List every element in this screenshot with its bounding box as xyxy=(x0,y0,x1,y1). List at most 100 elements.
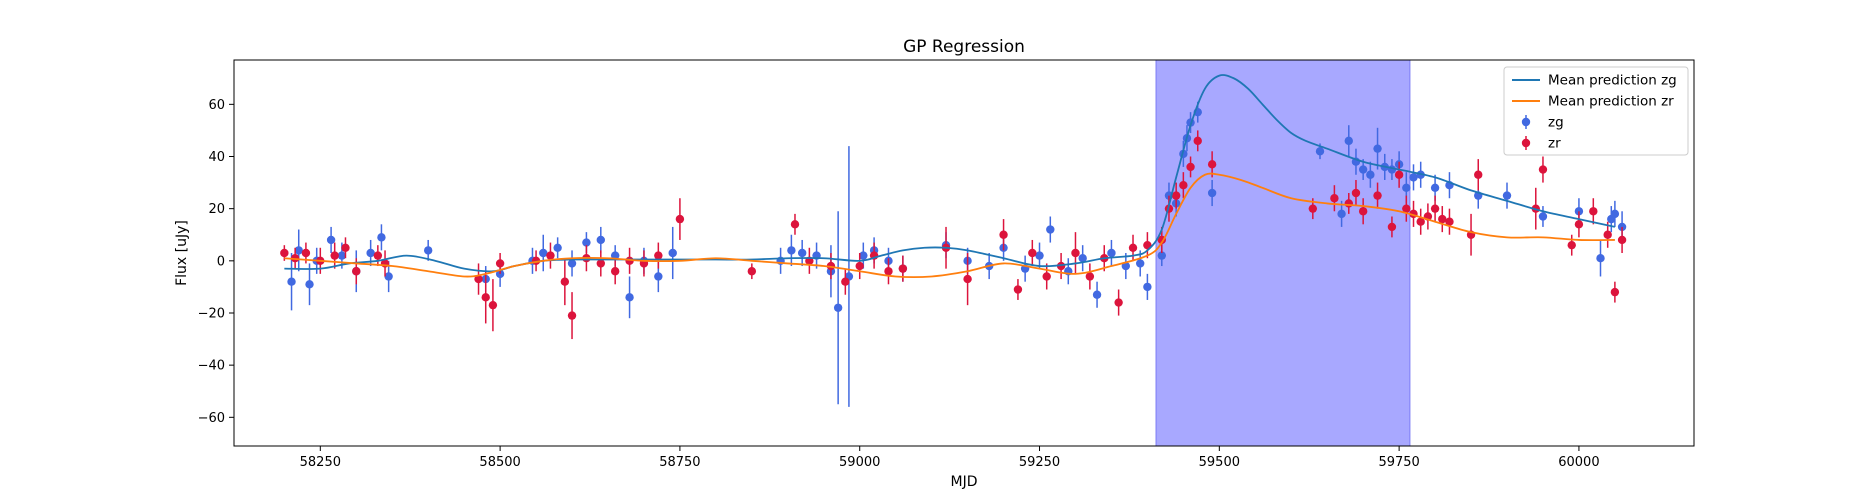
data-point-zr xyxy=(1351,188,1361,198)
data-point-zg xyxy=(567,259,577,268)
data-point-zg xyxy=(1207,188,1217,198)
legend-label: Mean prediction zg xyxy=(1548,73,1677,89)
data-point-zr xyxy=(841,277,850,286)
data-point-zr xyxy=(1416,217,1425,226)
data-point-zg xyxy=(1157,251,1166,260)
data-point-zr xyxy=(1085,272,1095,281)
data-layer xyxy=(280,74,1627,407)
data-point-zr xyxy=(747,267,757,276)
x-tick-label: 58500 xyxy=(479,455,520,470)
data-point-zr xyxy=(1308,204,1318,213)
data-point-zg xyxy=(1402,183,1411,192)
x-tick-label: 59500 xyxy=(1199,455,1240,470)
data-point-zg xyxy=(1358,165,1368,174)
data-point-zr xyxy=(1128,243,1138,252)
data-point-zr xyxy=(1474,170,1483,179)
x-tick-label: 58250 xyxy=(300,455,341,470)
data-point-zr xyxy=(1394,170,1404,179)
data-point-zg xyxy=(1373,144,1382,153)
y-tick-label: −20 xyxy=(198,306,225,321)
data-point-zg xyxy=(582,238,591,247)
data-point-zg xyxy=(294,246,303,255)
data-point-zg xyxy=(377,233,386,242)
data-point-zr xyxy=(567,311,577,320)
data-point-zg xyxy=(1092,290,1102,299)
chart-title: GP Regression xyxy=(903,37,1025,57)
data-point-zr xyxy=(884,267,893,276)
data-point-zr xyxy=(560,277,570,286)
data-point-zg xyxy=(337,251,347,260)
data-point-zr xyxy=(1193,136,1202,146)
data-point-zr xyxy=(474,274,483,284)
y-tick-label: 60 xyxy=(208,98,225,113)
line-Mean-prediction-zr xyxy=(284,172,1615,279)
data-point-zg xyxy=(1143,282,1152,292)
data-point-zr xyxy=(1179,180,1188,190)
data-point-zr xyxy=(495,259,505,268)
data-point-zg xyxy=(1610,209,1620,219)
data-point-zr xyxy=(1114,298,1123,307)
data-point-zg xyxy=(553,243,562,252)
data-point-zr xyxy=(855,261,864,271)
data-point-zg xyxy=(625,293,634,302)
data-point-zg xyxy=(1107,248,1116,258)
y-tick-label: 20 xyxy=(208,202,225,217)
data-point-zr xyxy=(1186,162,1195,172)
data-point-zg xyxy=(859,251,868,260)
x-tick-label: 59000 xyxy=(839,455,880,470)
data-point-zg xyxy=(1046,225,1055,234)
data-point-zr xyxy=(1402,204,1411,213)
data-point-zr xyxy=(1028,248,1037,258)
data-point-zr xyxy=(1042,272,1051,281)
legend-label: zr xyxy=(1548,136,1561,152)
y-axis-label: Flux [uJy] xyxy=(174,220,190,286)
data-point-zg xyxy=(1035,251,1044,260)
legend-label: Mean prediction zr xyxy=(1548,94,1674,110)
data-point-zr xyxy=(546,251,555,260)
data-point-zr xyxy=(352,267,361,276)
data-point-zr xyxy=(1207,160,1217,169)
data-point-zr xyxy=(1603,230,1612,239)
data-point-zr xyxy=(1589,207,1598,216)
legend-label: zg xyxy=(1548,115,1564,131)
data-point-zg xyxy=(539,248,548,258)
data-point-zg xyxy=(1344,136,1353,146)
data-point-zr xyxy=(1430,204,1440,213)
data-point-zr xyxy=(1330,194,1339,203)
data-point-zr xyxy=(1610,287,1620,297)
data-point-zr xyxy=(963,274,972,284)
data-point-zg xyxy=(326,235,336,245)
data-point-zg xyxy=(1315,147,1325,156)
x-tick-label: 60000 xyxy=(1558,455,1599,470)
data-point-zr xyxy=(654,251,663,260)
data-point-zg xyxy=(287,277,296,286)
y-tick-label: −40 xyxy=(198,359,225,374)
data-point-zr xyxy=(1387,222,1397,232)
data-point-zr xyxy=(1373,191,1382,200)
data-point-zr xyxy=(1567,240,1576,250)
data-point-zg xyxy=(1538,212,1548,221)
data-point-zr xyxy=(596,259,605,268)
data-point-zg xyxy=(654,272,663,281)
data-point-zr xyxy=(341,243,350,252)
data-point-zr xyxy=(1617,235,1627,245)
data-point-zr xyxy=(1358,207,1368,216)
x-tick-label: 59250 xyxy=(1019,455,1060,470)
data-point-zr xyxy=(790,220,800,229)
legend-swatch-marker xyxy=(1521,138,1531,148)
data-point-zg xyxy=(1596,254,1605,263)
data-point-zr xyxy=(675,214,685,224)
data-point-zg xyxy=(668,248,677,258)
data-point-zr xyxy=(301,248,311,258)
data-point-zg xyxy=(1409,173,1418,182)
data-point-zr xyxy=(898,264,908,273)
data-point-zg xyxy=(596,235,605,245)
data-point-zg xyxy=(1366,170,1375,179)
legend-swatch-marker xyxy=(1521,117,1531,127)
y-tick-label: 40 xyxy=(208,150,225,165)
y-tick-label: 0 xyxy=(217,254,225,269)
data-point-zr xyxy=(481,293,490,302)
data-point-zg xyxy=(787,246,796,255)
data-point-zg xyxy=(833,303,843,312)
x-axis-ticks: 58250 58500 58750 59000 59250 59500 59750 60000 xyxy=(300,446,1600,470)
